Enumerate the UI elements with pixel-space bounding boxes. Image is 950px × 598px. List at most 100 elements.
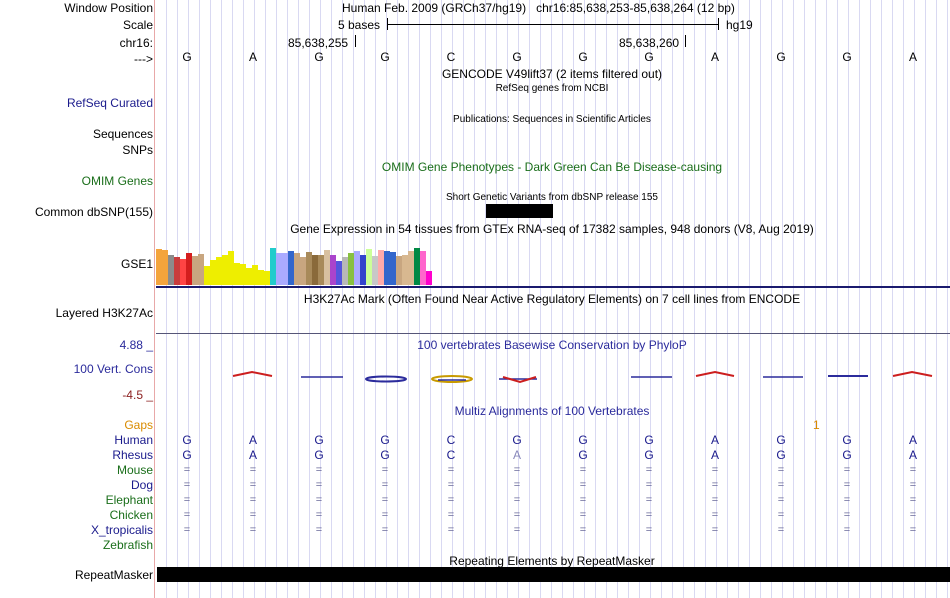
sequences-label[interactable]: Sequences — [92, 127, 153, 141]
h3k27ac-track-title[interactable]: H3K27Ac Mark (Often Found Near Active Re… — [303, 292, 801, 306]
gtex-tissue-bar[interactable] — [348, 253, 354, 285]
gencode-track-title[interactable]: GENCODE V49lift37 (2 items filtered out) — [441, 67, 663, 81]
gtex-tissue-bar[interactable] — [390, 252, 396, 285]
gtex-tissue-bar[interactable] — [342, 257, 348, 285]
gtex-tissue-bar[interactable] — [402, 255, 408, 285]
gtex-tissue-bar[interactable] — [420, 251, 426, 285]
gtex-tissue-bar[interactable] — [216, 257, 222, 285]
grid-line — [749, 0, 750, 598]
gtex-tissue-bar[interactable] — [252, 265, 258, 285]
gtex-tissue-bar[interactable] — [270, 248, 276, 285]
omim-track-title[interactable]: OMIM Gene Phenotypes - Dark Green Can Be… — [381, 160, 723, 174]
multiz-species-label[interactable]: Dog — [130, 478, 153, 492]
repeatmasker-element[interactable] — [157, 567, 950, 582]
gtex-tissue-bar[interactable] — [168, 255, 174, 285]
gtex-tissue-bar[interactable] — [288, 251, 294, 285]
grid-line — [947, 0, 948, 598]
multiz-base: G — [182, 448, 192, 462]
gtex-tissue-bar[interactable] — [222, 255, 228, 285]
gtex-track-title[interactable]: Gene Expression in 54 tissues from GTEx … — [290, 222, 814, 236]
layered-h3k27ac-label[interactable]: Layered H3K27Ac — [55, 306, 153, 320]
gtex-tissue-bar[interactable] — [198, 254, 204, 285]
grid-line — [914, 0, 915, 598]
gtex-tissue-bar[interactable] — [282, 253, 288, 285]
gtex-tissue-bar[interactable] — [300, 257, 306, 285]
multiz-species-label[interactable]: Mouse — [116, 463, 153, 477]
gtex-tissue-bar[interactable] — [276, 253, 282, 285]
phylop-track-title[interactable]: 100 vertebrates Basewise Conservation by… — [417, 338, 687, 352]
grid-line — [870, 0, 871, 598]
gtex-tissue-bar[interactable] — [174, 257, 180, 285]
multiz-species-label[interactable]: Human — [114, 433, 153, 447]
gtex-tissue-bar[interactable] — [204, 266, 210, 285]
phylop-min-label: -4.5 _ — [122, 388, 153, 402]
multiz-species-label[interactable]: Chicken — [109, 508, 153, 522]
gtex-tissue-bar[interactable] — [240, 264, 246, 285]
gtex-tissue-bar[interactable] — [384, 251, 390, 285]
multiz-base: = — [249, 524, 257, 536]
gtex-tissue-bar[interactable] — [180, 259, 186, 285]
multiz-base: = — [909, 464, 917, 476]
repeatmasker-label[interactable]: RepeatMasker — [74, 568, 153, 582]
gtex-tissue-bar[interactable] — [396, 256, 402, 285]
gtex-tissue-bar[interactable] — [330, 255, 336, 285]
omim-genes-label[interactable]: OMIM Genes — [81, 174, 153, 188]
grid-line — [199, 0, 200, 598]
gtex-tissue-bar[interactable] — [156, 249, 162, 285]
multiz-base: A — [710, 448, 719, 462]
gtex-tissue-bar[interactable] — [306, 252, 312, 285]
refseq-track-title[interactable]: RefSeq genes from NCBI — [495, 83, 609, 94]
gtex-tissue-bar[interactable] — [246, 268, 252, 285]
grid-line — [177, 0, 178, 598]
refseq-curated-label[interactable]: RefSeq Curated — [66, 96, 153, 110]
gaps-label[interactable]: Gaps — [124, 418, 153, 432]
multiz-base: = — [645, 494, 653, 506]
multiz-base: A — [908, 433, 917, 447]
gtex-tissue-bar[interactable] — [336, 261, 342, 285]
gtex-tissue-bar[interactable] — [324, 250, 330, 285]
grid-line — [848, 0, 849, 598]
multiz-base: G — [512, 433, 522, 447]
gtex-tissue-bar[interactable] — [162, 250, 168, 285]
gtex-tissue-bar[interactable] — [192, 256, 198, 285]
multiz-base: G — [578, 433, 588, 447]
snps-label[interactable]: SNPs — [122, 143, 153, 157]
gse1-label[interactable]: GSE1 — [120, 257, 153, 271]
multiz-base: = — [183, 464, 191, 476]
gtex-tissue-bar[interactable] — [354, 251, 360, 285]
gtex-tissue-bar[interactable] — [210, 260, 216, 285]
multiz-base: A — [512, 448, 521, 462]
multiz-species-label[interactable]: Zebrafish — [102, 538, 153, 552]
gtex-tissue-bar[interactable] — [318, 255, 324, 285]
multiz-species-label[interactable]: X_tropicalis — [90, 523, 153, 537]
gtex-tissue-bar[interactable] — [312, 255, 318, 285]
gtex-tissue-bar[interactable] — [372, 256, 378, 285]
grid-line — [650, 0, 651, 598]
chrom-label: chr16: — [119, 36, 153, 50]
gtex-tissue-bar[interactable] — [264, 271, 270, 285]
gtex-tissue-bar[interactable] — [360, 255, 366, 285]
common-dbsnp-label[interactable]: Common dbSNP(155) — [34, 205, 153, 219]
gtex-tissue-bar[interactable] — [294, 253, 300, 285]
multiz-species-label[interactable]: Rhesus — [112, 448, 153, 462]
multiz-species-label[interactable]: Elephant — [105, 493, 153, 507]
phylop-label[interactable]: 100 Vert. Cons — [73, 362, 153, 376]
repeatmasker-track-title[interactable]: Repeating Elements by RepeatMasker — [449, 554, 655, 568]
dbsnp-variant-feature[interactable] — [486, 204, 553, 218]
multiz-base: G — [842, 433, 852, 447]
multiz-track-title[interactable]: Multiz Alignments of 100 Vertebrates — [454, 404, 650, 418]
gtex-tissue-bar[interactable] — [366, 249, 372, 285]
gtex-tissue-bar[interactable] — [258, 270, 264, 285]
gtex-tissue-bar[interactable] — [234, 263, 240, 285]
scale-bar — [387, 24, 718, 25]
gtex-tissue-bar[interactable] — [426, 271, 432, 285]
gtex-expression-chart[interactable] — [156, 237, 536, 285]
publications-track-title[interactable]: Publications: Sequences in Scientific Ar… — [453, 114, 651, 125]
multiz-base: = — [315, 494, 323, 506]
gtex-tissue-bar[interactable] — [186, 253, 192, 285]
dbsnp-track-title[interactable]: Short Genetic Variants from dbSNP releas… — [446, 192, 658, 203]
gtex-tissue-bar[interactable] — [414, 248, 420, 285]
gtex-tissue-bar[interactable] — [408, 251, 414, 285]
gtex-tissue-bar[interactable] — [228, 251, 234, 285]
gtex-tissue-bar[interactable] — [378, 250, 384, 285]
